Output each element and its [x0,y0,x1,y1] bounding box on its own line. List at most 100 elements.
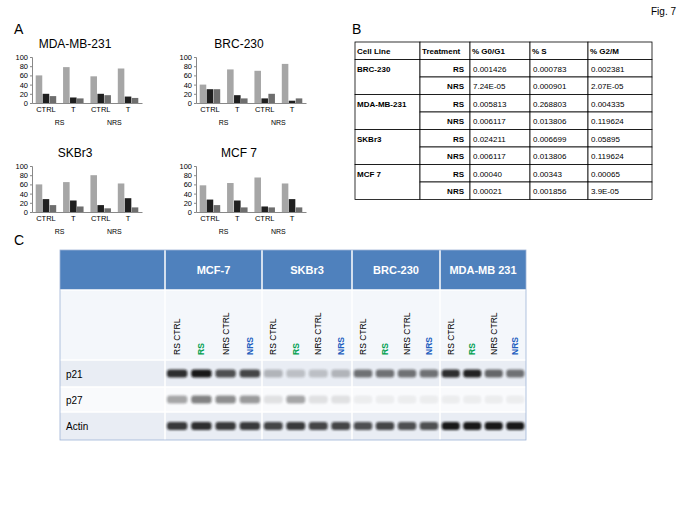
group-label: RS [219,119,229,126]
bar [254,71,261,103]
table-cell [470,147,530,165]
tick-label: 80 [20,62,28,71]
tick-label: CTRL [36,214,56,223]
tick-label: 0 [188,208,192,217]
tick-label: 100 [179,162,192,171]
bar [289,199,296,212]
tick-mark [30,194,32,195]
blot-band [463,422,481,430]
bar [132,207,139,212]
bars [36,175,139,212]
axis-line [33,212,143,213]
bar [70,201,77,213]
tick-label: CTRL [255,105,275,114]
blot-band [215,370,235,378]
group-label: NRS [107,119,122,126]
blot-band [376,396,394,404]
tick-label: T [235,105,240,114]
blot-band [331,370,350,378]
axis-line [197,212,307,213]
x-axis: CTRLTCTRLT [197,212,307,223]
table-header: Cell Line [357,47,391,56]
chart: 020406080100CTRLTCTRLTRSNRSBRC-230 [179,37,306,126]
table-cell-text: NRS [447,187,465,196]
table-cell [530,42,588,60]
table-cell-text: 0.268803 [533,100,567,109]
bar [261,98,268,103]
table-cell-text: 0.006117 [473,152,506,161]
table-cell-text: 0.006699 [533,135,567,144]
blot-band [191,422,211,430]
tick-label: T [71,214,76,223]
tick-label: 60 [20,180,28,189]
blot-band [167,370,187,378]
blot-band [485,370,503,378]
table-cell [470,112,530,130]
tick: T [71,103,76,114]
blot-band [331,396,350,404]
bar [77,98,84,103]
table-cell-text: 0.013806 [533,152,567,161]
bar [104,95,111,103]
tick-label: 0 [24,208,28,217]
table-cell [470,130,530,148]
tick-label: CTRL [200,105,220,114]
x-axis: CTRLTCTRLT [197,103,307,114]
table-cell-text: 0.00065 [591,170,620,179]
table-cell [530,95,588,113]
blot-band [376,422,394,430]
table-cell [420,112,470,130]
tick-mark [194,166,196,167]
blot-table: MCF-7SKBr3BRC-230MDA-MB 231RS CTRLRSNRS … [60,250,526,440]
tick-label: CTRL [36,105,56,114]
tick-label: 80 [20,171,28,180]
tick: 100 [179,53,196,62]
blot-band [264,422,283,430]
table-cell [470,60,530,78]
tick: CTRL [36,212,56,223]
blot-band [398,422,416,430]
table-cell [355,95,420,130]
tick: T [235,212,240,223]
tick-mark [30,212,32,213]
table-header: Treatment [422,47,461,56]
blot-band [506,370,524,378]
blot-band [420,396,438,404]
tick-mark [194,194,196,195]
tick: 80 [184,62,196,71]
blot-band [506,396,524,404]
tick-label: 0 [24,99,28,108]
group-label: NRS [271,119,286,126]
lane-label: NRS [336,337,346,355]
table-cell [530,112,588,130]
bar [43,94,50,103]
table-cell [420,130,470,148]
blot-band [485,396,503,404]
y-axis: 020406080100 [15,53,32,108]
table-cell [588,77,652,95]
tick-mark [194,57,196,58]
x-axis: CTRLTCTRLT [33,212,143,223]
lane-label: RS [467,343,477,355]
tick-label: 40 [184,81,192,90]
bar [97,205,104,212]
blot-grid [60,386,526,388]
tick-label: 20 [184,199,192,208]
blot-band [354,370,372,378]
bar [282,183,289,212]
tick: CTRL [200,212,220,223]
blot-band [167,396,187,404]
blot-band [191,396,211,404]
bar [125,198,132,212]
blot-band [240,370,260,378]
blot-header: SKBr3 [290,264,324,276]
tick-mark [30,203,32,204]
axis-line [194,58,197,104]
table-cell [420,147,470,165]
table-cell [470,95,530,113]
tick-label: CTRL [200,214,220,223]
tick-label: 60 [184,180,192,189]
tick-label: T [126,105,131,114]
blot-row [60,387,526,412]
tick-label: 20 [20,90,28,99]
